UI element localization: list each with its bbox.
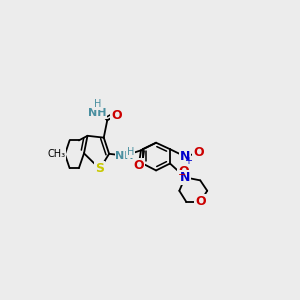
Text: S: S (95, 162, 104, 175)
Text: −: − (178, 169, 186, 180)
Text: CH₃: CH₃ (47, 149, 66, 159)
Text: O: O (111, 109, 122, 122)
Text: O: O (133, 159, 144, 172)
Text: N: N (180, 150, 190, 163)
Text: O: O (193, 146, 204, 159)
Text: NH: NH (88, 108, 106, 118)
Text: O: O (195, 195, 206, 208)
Text: N: N (180, 171, 190, 184)
Text: H: H (127, 147, 134, 157)
Text: H: H (94, 99, 102, 109)
Text: +: + (184, 156, 192, 166)
Text: NH: NH (116, 151, 134, 161)
Text: O: O (178, 165, 189, 178)
